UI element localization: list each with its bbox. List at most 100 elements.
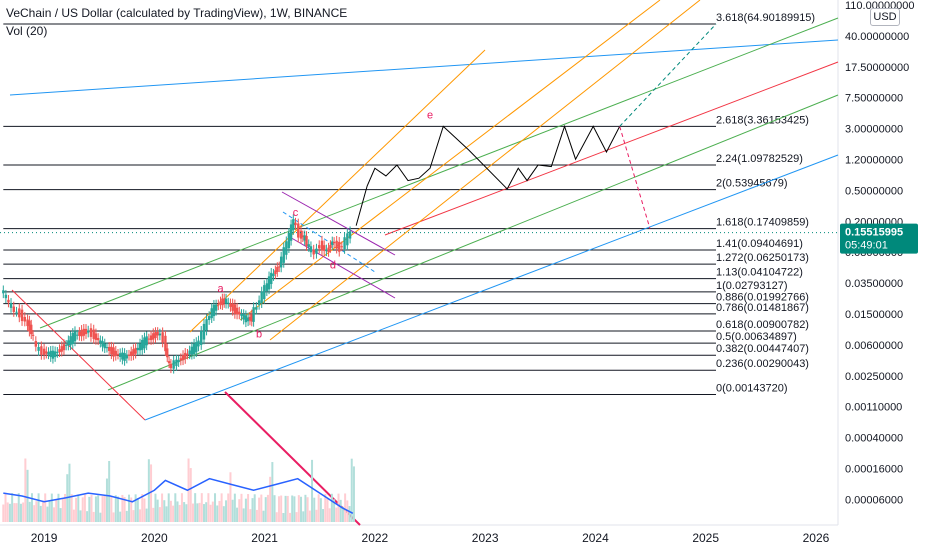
volume-bar [165, 506, 168, 522]
volume-bar [227, 493, 230, 522]
volume-bar [172, 505, 175, 522]
candle-body [346, 233, 349, 246]
fib-level-label: 0.618(0.00900782) [716, 319, 809, 331]
volume-bar [150, 464, 153, 522]
time-tick-label: 2020 [141, 531, 168, 545]
projection-down-arrow [619, 126, 651, 229]
candle-body [37, 347, 40, 351]
candle-body [210, 308, 213, 319]
volume-bar [200, 493, 203, 522]
candle-body [177, 360, 180, 363]
volume-bar [101, 496, 104, 522]
volume-bar [269, 476, 272, 522]
volume-bar [218, 500, 221, 522]
candle-body [307, 244, 310, 247]
candle-body [114, 350, 117, 356]
volume-bar [264, 497, 267, 522]
wave-label: d [330, 260, 336, 272]
volume-bar [198, 502, 201, 522]
candle-body [28, 320, 31, 332]
volume-bar [141, 494, 144, 522]
candle-body [158, 333, 162, 336]
price-tick-label: 7.50000000 [845, 93, 903, 105]
wedge-line [281, 191, 396, 256]
volume-bar [205, 502, 208, 522]
candle-body [270, 272, 273, 285]
fib-level-label: 0(0.00143720) [716, 382, 788, 394]
volume-bar [260, 494, 263, 522]
fib-level-label: 1(0.02793127) [716, 280, 788, 292]
wedge-line [287, 235, 396, 299]
candle-body [242, 314, 245, 320]
candle-body [297, 223, 300, 238]
volume-bar [92, 511, 95, 522]
price-tick-label: 0.00040000 [845, 433, 903, 445]
volume-bar [30, 493, 33, 522]
candle-body [12, 306, 15, 312]
candle-body [195, 342, 198, 353]
fib-level-label: 1.13(0.04104722) [716, 267, 803, 279]
candle-body [335, 240, 338, 249]
volume-bar [79, 510, 82, 522]
currency-badge[interactable]: USD [870, 8, 900, 26]
candle-body [265, 283, 269, 292]
volume-bar [35, 501, 38, 522]
chart-title: VeChain / US Dollar (calculated by Tradi… [6, 6, 348, 20]
candle-body [116, 353, 120, 355]
candle-body [278, 266, 281, 268]
downtrend-line [224, 391, 361, 526]
candle-body [175, 359, 178, 367]
trend-line [384, 61, 839, 236]
volume-bar [86, 511, 89, 522]
volume-bar [28, 501, 31, 522]
time-tick-label: 2022 [362, 531, 389, 545]
projected-path [355, 124, 621, 226]
candle-body [192, 343, 196, 355]
candle-body [105, 347, 109, 349]
price-tick-label: 0.50000000 [845, 185, 903, 197]
volume-bar [282, 513, 285, 522]
volume-bar [176, 501, 179, 522]
candle-body [58, 349, 61, 353]
candle-body [42, 348, 46, 355]
wave-label: a [217, 283, 224, 295]
volume-bar [112, 512, 115, 522]
volume-bar [13, 503, 16, 522]
volume-bar [196, 503, 199, 522]
candle-body [45, 351, 48, 354]
candle-body [125, 354, 129, 359]
volume-bar [308, 510, 311, 522]
volume-bar [136, 498, 139, 522]
candle-body [223, 298, 226, 304]
volume-bar [273, 495, 276, 522]
trend-line [239, 0, 661, 321]
candle-body [227, 302, 230, 304]
volume-bar [244, 498, 247, 522]
time-tick-label: 2024 [582, 531, 609, 545]
candle-body [78, 331, 81, 336]
candle-body [87, 330, 90, 333]
candle-body [248, 316, 252, 321]
candle-body [246, 317, 250, 322]
candle-body [80, 329, 83, 337]
candle-body [285, 241, 288, 255]
volume-bar [174, 493, 177, 522]
candle-body [338, 241, 341, 252]
candle-body [92, 329, 95, 339]
price-tick-label: 0.00110000 [845, 402, 902, 414]
volume-bar [81, 497, 84, 522]
volume-bar [231, 499, 234, 522]
trend-line [269, 0, 701, 341]
volume-bar [123, 497, 126, 522]
candle-body [166, 348, 169, 358]
volume-bar [240, 493, 243, 522]
volume-bar [121, 494, 124, 522]
volume-bar [191, 503, 194, 522]
candle-body [299, 230, 303, 239]
volume-bar [59, 508, 62, 522]
price-tick-label: 0.00016000 [845, 464, 903, 476]
trend-line [107, 94, 839, 391]
candle-body [301, 235, 305, 238]
fib-level-label: 0.382(0.00447407) [716, 343, 809, 355]
